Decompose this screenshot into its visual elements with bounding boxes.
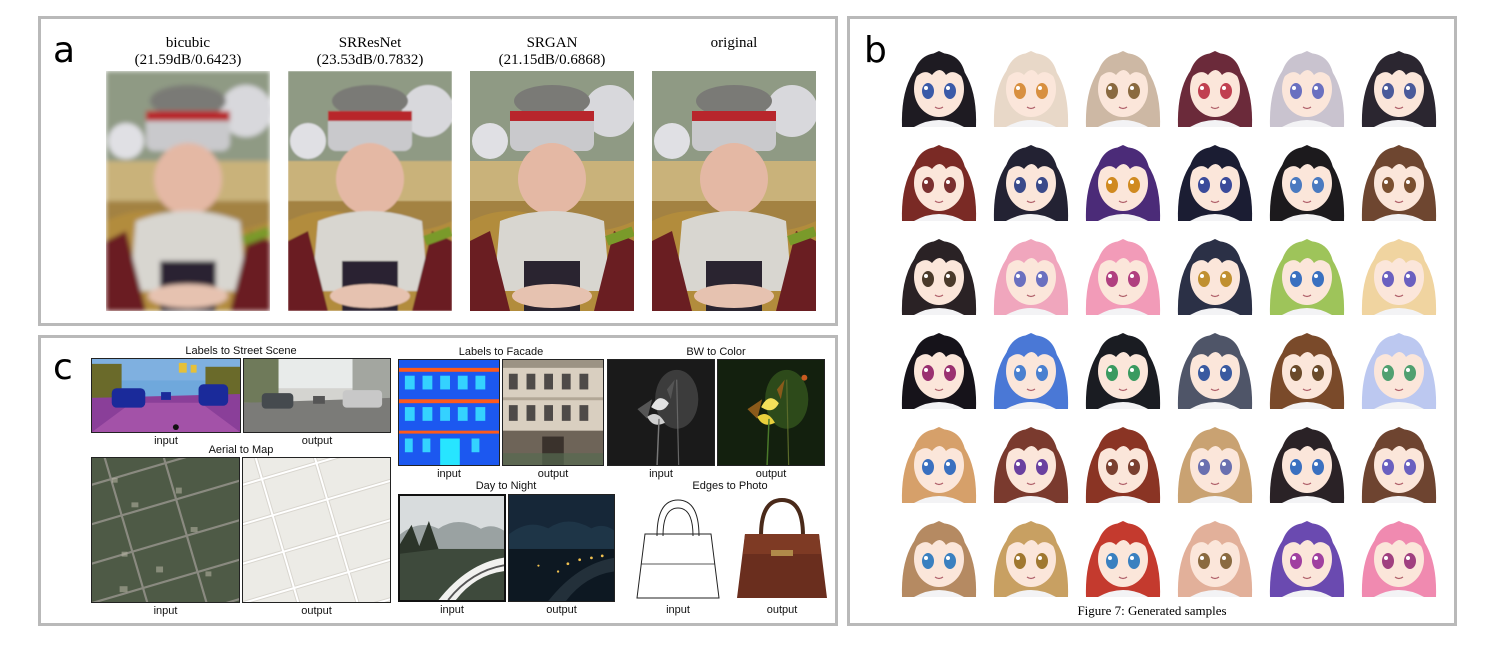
task-title-aerial: Aerial to Map: [208, 444, 274, 456]
sr-result-image: [470, 71, 634, 311]
panel-b-letter: b: [864, 30, 887, 71]
task-title-night: Day to Night: [475, 480, 537, 492]
face-grid: [894, 37, 1444, 597]
sr-result-image: [106, 71, 270, 311]
generated-face: [1354, 413, 1444, 503]
generated-face: [1354, 319, 1444, 409]
sr-column-2: SRGAN (21.15dB/0.6868): [469, 35, 635, 311]
generated-face: [1078, 413, 1168, 503]
sr-method-metrics: (21.15dB/0.6868): [498, 52, 606, 68]
generated-face: [894, 319, 984, 409]
facade-output-label: output: [537, 468, 569, 480]
generated-face: [1078, 225, 1168, 315]
generated-face: [986, 319, 1076, 409]
sr-method-metrics: (21.59dB/0.6423): [134, 52, 242, 68]
panel-a-super-resolution: a bicubic (21.59dB/0.6423) SRResNet (23.53d…: [38, 16, 838, 326]
bw-input-label: input: [649, 468, 673, 480]
task-title-edges: Edges to Photo: [692, 480, 768, 492]
edges-input-image: [627, 494, 729, 602]
generated-face: [1170, 319, 1260, 409]
sr-method-name: SRGAN: [526, 35, 578, 51]
sr-method-title: SRResNet (23.53dB/0.7832): [287, 35, 453, 71]
street-output-label: output: [301, 435, 333, 447]
aerial-input-image: [91, 457, 240, 603]
generated-face: [986, 37, 1076, 127]
generated-face: [1354, 225, 1444, 315]
generated-face: [1262, 225, 1352, 315]
day-input-image: [398, 494, 506, 602]
generated-face: [1354, 507, 1444, 597]
night-input-label: input: [440, 604, 464, 616]
task-title-bw: BW to Color: [686, 346, 746, 358]
generated-face: [1354, 131, 1444, 221]
generated-face: [1354, 37, 1444, 127]
edges-output-label: output: [766, 604, 798, 616]
street-input-image: [91, 358, 241, 433]
bw-output-image: [717, 359, 825, 466]
map-output-image: [242, 457, 391, 603]
generated-face: [1078, 131, 1168, 221]
generated-face: [1262, 507, 1352, 597]
task-title-street: Labels to Street Scene: [185, 345, 297, 357]
panel-c-letter: c: [53, 347, 73, 388]
generated-face: [1262, 131, 1352, 221]
photo-output-image: [731, 494, 833, 602]
generated-face: [1078, 507, 1168, 597]
sr-method-name: original: [710, 35, 758, 51]
facade-input-label: input: [437, 468, 461, 480]
generated-face: [1170, 507, 1260, 597]
generated-face: [894, 37, 984, 127]
generated-face: [1170, 37, 1260, 127]
bw-input-image: [607, 359, 715, 466]
generated-face: [894, 131, 984, 221]
generated-face: [986, 225, 1076, 315]
generated-face: [1262, 37, 1352, 127]
sr-method-metrics: (23.53dB/0.7832): [316, 52, 424, 68]
sr-result-image: [652, 71, 816, 311]
sr-method-name: bicubic: [165, 35, 211, 51]
facade-input-image: [398, 359, 500, 466]
generated-face: [986, 131, 1076, 221]
sr-column-1: SRResNet (23.53dB/0.7832): [287, 35, 453, 311]
sr-column-3: original: [651, 35, 817, 311]
night-output-image: [508, 494, 615, 602]
generated-face: [894, 507, 984, 597]
street-input-label: input: [154, 435, 178, 447]
panel-b-generated-anime-faces: b Figure 7: Generated samples: [847, 16, 1457, 626]
sr-column-0: bicubic (21.59dB/0.6423): [105, 35, 271, 311]
edges-input-label: input: [666, 604, 690, 616]
generated-face: [894, 413, 984, 503]
bw-output-label: output: [755, 468, 787, 480]
generated-face: [1262, 319, 1352, 409]
panel-a-letter: a: [53, 30, 76, 71]
generated-face: [1170, 413, 1260, 503]
generated-face: [894, 225, 984, 315]
sr-method-title: bicubic (21.59dB/0.6423): [105, 35, 271, 71]
generated-face: [1262, 413, 1352, 503]
sr-result-image: [288, 71, 452, 311]
panel-c-image-translation: c Labels to Street Scene: [38, 335, 838, 626]
generated-face: [1078, 319, 1168, 409]
generated-face: [1170, 225, 1260, 315]
sr-method-name: SRResNet: [338, 35, 402, 51]
figure-caption: Figure 7: Generated samples: [1077, 603, 1227, 618]
generated-face: [986, 507, 1076, 597]
street-output-image: [243, 358, 391, 433]
aerial-input-label: input: [153, 605, 178, 617]
facade-output-image: [502, 359, 604, 466]
generated-face: [1170, 131, 1260, 221]
generated-face: [1078, 37, 1168, 127]
generated-face: [986, 413, 1076, 503]
night-output-label: output: [546, 604, 577, 616]
sr-method-title: original: [651, 35, 817, 71]
sr-method-title: SRGAN (21.15dB/0.6868): [469, 35, 635, 71]
aerial-output-label: output: [301, 605, 332, 617]
task-title-facade: Labels to Facade: [458, 346, 544, 358]
